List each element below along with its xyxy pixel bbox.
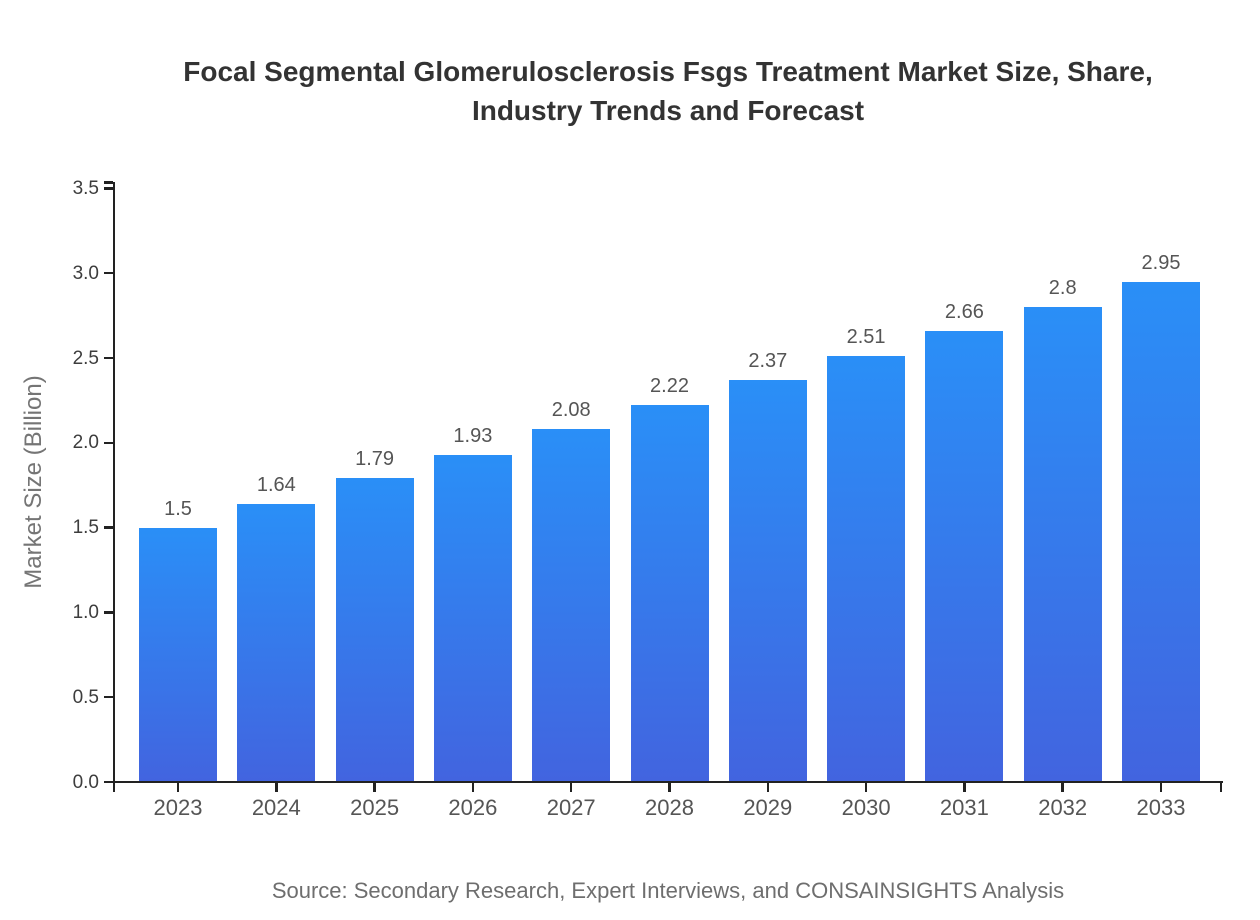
y-tick-mark <box>104 441 113 445</box>
bar-value-label: 1.79 <box>355 448 395 471</box>
bar <box>925 330 1004 782</box>
x-tick-label: 2023 <box>153 795 203 820</box>
bar-value-label: 2.66 <box>944 300 984 323</box>
bar <box>728 380 807 782</box>
x-tick-mark <box>275 782 278 792</box>
bar <box>827 356 906 782</box>
x-tick-label: 2028 <box>645 795 694 820</box>
x-tick-mark <box>766 782 770 792</box>
x-tick-mark <box>1159 782 1163 792</box>
bar-value-label: 1.64 <box>256 473 296 496</box>
bar-value-label: 1.93 <box>453 424 493 447</box>
bar-value-label: 2.08 <box>551 399 591 422</box>
x-tick-mark <box>471 782 475 792</box>
x-axis-line <box>112 780 1223 783</box>
x-tick-label: 2024 <box>251 795 301 820</box>
bar-value-label: 2.51 <box>846 326 886 349</box>
bar-value-label: 2.95 <box>1141 251 1181 274</box>
bar <box>1122 281 1200 782</box>
chart-title-line-1: Focal Segmental Glomerulosclerosis Fsgs … <box>183 56 1153 87</box>
y-tick-mark <box>104 780 113 784</box>
y-tick-label: 1.0 <box>72 601 99 623</box>
x-axis-origin-tick <box>112 782 115 792</box>
bar <box>335 478 414 782</box>
x-tick-label: 2031 <box>939 795 989 820</box>
x-tick-label: 2029 <box>743 795 793 820</box>
y-axis-endcap-tick <box>104 181 113 184</box>
y-tick-mark <box>104 526 113 529</box>
x-tick-label: 2030 <box>841 795 891 820</box>
y-tick-label: 0.5 <box>72 686 99 708</box>
x-tick-label: 2033 <box>1136 795 1186 820</box>
x-tick-mark <box>1061 782 1064 792</box>
x-tick-label: 2025 <box>350 795 400 820</box>
bar <box>630 405 709 782</box>
y-tick-label: 3.0 <box>72 262 99 284</box>
y-tick-mark <box>104 695 113 699</box>
bar-value-label: 2.22 <box>650 375 689 398</box>
y-tick-mark <box>104 187 113 190</box>
bar <box>1023 307 1102 782</box>
x-tick-label: 2026 <box>448 795 498 820</box>
y-axis-line <box>112 182 115 782</box>
y-tick-mark <box>104 611 113 614</box>
x-tick-mark <box>373 782 376 792</box>
y-tick-mark <box>104 356 113 360</box>
bar-value-label: 2.37 <box>748 350 788 373</box>
y-tick-label: 2.0 <box>72 432 99 454</box>
x-tick-mark <box>963 782 966 792</box>
chart-title-line-2: Industry Trends and Forecast <box>471 95 865 126</box>
x-tick-mark <box>569 782 573 792</box>
x-tick-mark <box>176 782 180 792</box>
y-axis-title: Market Size (Billion) <box>20 375 47 589</box>
bar <box>139 527 217 782</box>
chart-title: Focal Segmental Glomerulosclerosis Fsgs … <box>114 52 1222 130</box>
y-tick-label: 1.5 <box>72 517 99 539</box>
bar <box>433 454 512 782</box>
bar-value-label: 2.8 <box>1048 277 1077 300</box>
y-tick-mark <box>104 271 113 275</box>
x-tick-label: 2032 <box>1038 795 1088 820</box>
bar <box>532 429 611 782</box>
x-tick-label: 2027 <box>546 795 596 820</box>
x-tick-mark <box>864 782 868 792</box>
bar <box>237 503 316 782</box>
source-note: Source: Secondary Research, Expert Inter… <box>271 878 1065 903</box>
bar-value-label: 1.5 <box>164 497 192 520</box>
y-tick-label: 0.0 <box>72 771 99 793</box>
y-tick-label: 3.5 <box>72 177 99 199</box>
y-tick-label: 2.5 <box>72 347 99 369</box>
x-axis-endcap-tick <box>1219 782 1222 792</box>
x-tick-mark <box>668 782 671 792</box>
